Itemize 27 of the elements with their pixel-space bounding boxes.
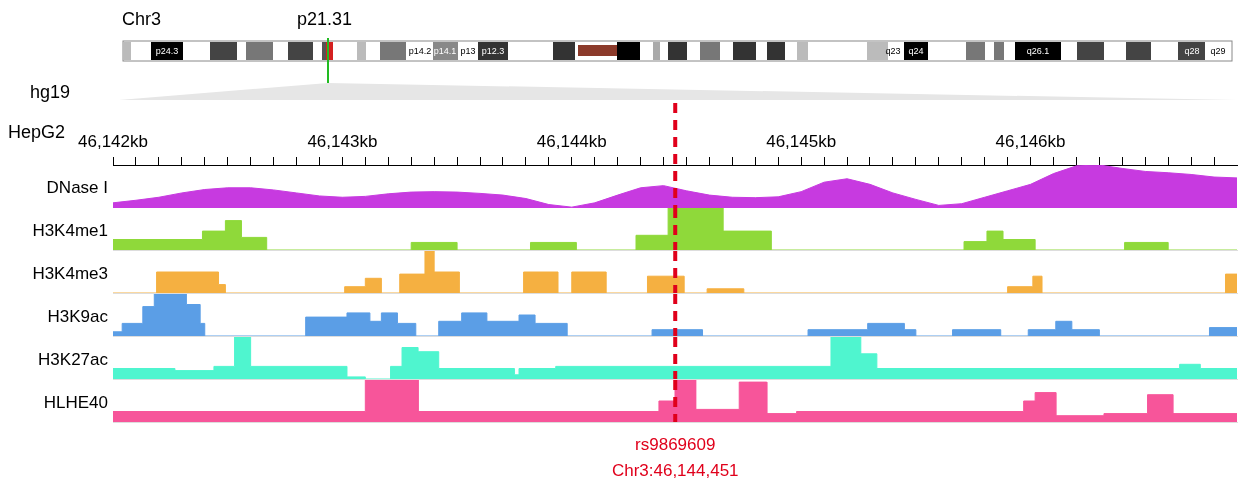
text: p21.31: [297, 9, 353, 30]
text: Chr3: [122, 9, 162, 30]
text: hg19: [30, 82, 71, 103]
x-tick-label: 46,143kb: [307, 132, 378, 152]
category-label: p13: [460, 46, 476, 56]
category-label: p14.1: [433, 46, 457, 56]
category-label: q23: [885, 46, 901, 56]
category-label: p24.3: [155, 46, 179, 56]
category-label: p12.3: [481, 46, 505, 56]
category-label: p14.2: [408, 46, 432, 56]
ref-line-label: rs9869609: [635, 434, 716, 454]
text: H3K4me1: [32, 220, 108, 240]
text: DNase I: [46, 178, 108, 198]
text: HLHE40: [43, 392, 108, 412]
category-label: q28: [1184, 46, 1200, 56]
x-tick-label: 46,144kb: [536, 132, 607, 152]
text: H3K27ac: [38, 349, 109, 369]
x-tick-label: 46,142kb: [78, 132, 148, 152]
category-label: q29: [1210, 46, 1226, 56]
x-tick-label: 46,145kb: [766, 132, 837, 152]
text: HepG2: [8, 122, 66, 143]
text: H3K4me3: [32, 263, 108, 283]
category-label: q24: [908, 46, 924, 56]
text: H3K9ac: [47, 306, 109, 326]
text: Chr3:46,144,451: [611, 460, 739, 480]
category-label: q26.1: [1026, 46, 1050, 56]
x-tick-label: 46,146kb: [995, 132, 1066, 152]
